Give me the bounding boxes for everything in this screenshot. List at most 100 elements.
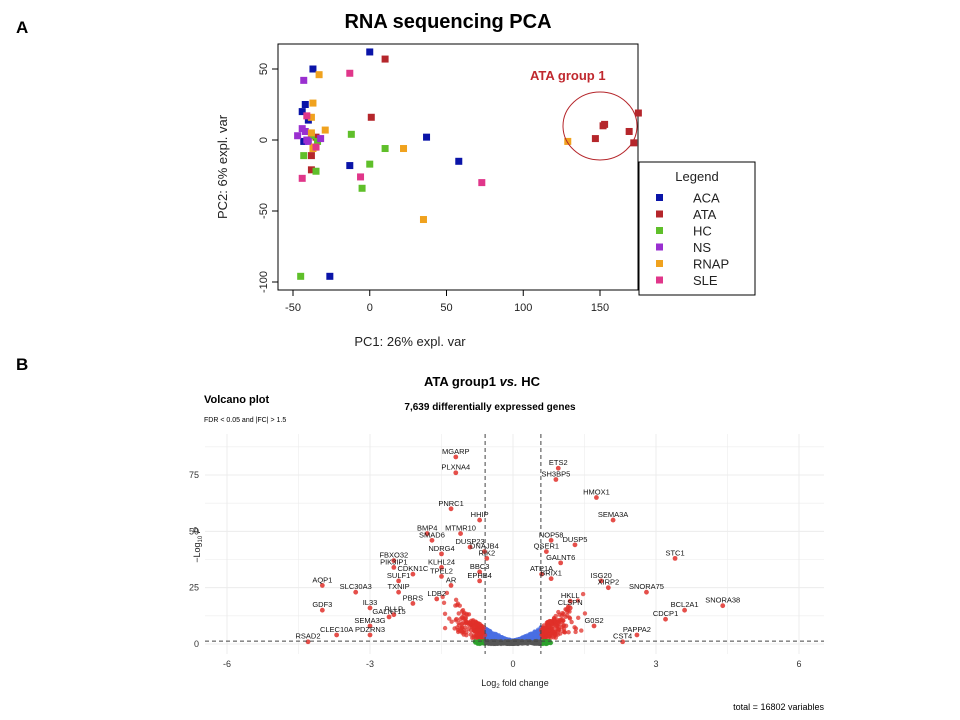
volcano-point-labeled bbox=[391, 558, 397, 564]
volcano-point-labeled bbox=[453, 454, 459, 460]
pca-point-aca bbox=[326, 272, 334, 280]
volcano-point-sig bbox=[582, 611, 588, 616]
pca-point-ns bbox=[301, 127, 309, 135]
volcano-point-labeled bbox=[439, 551, 444, 557]
gene-label: STC1 bbox=[665, 548, 684, 557]
pca-point-ata bbox=[625, 127, 633, 135]
volcano-point-sig bbox=[553, 623, 559, 629]
volcano-point-ns bbox=[537, 640, 542, 646]
volcano-point-sig bbox=[468, 632, 473, 637]
pca-y-tick-label: -50 bbox=[258, 203, 270, 219]
gene-label: BMP4 bbox=[417, 524, 437, 533]
legend-swatch-aca bbox=[656, 194, 663, 201]
pca-ylabel: PC2: 6% expl. var bbox=[215, 114, 230, 219]
gene-label: SH3BP5 bbox=[542, 470, 571, 479]
legend-label-rnap: RNAP bbox=[693, 257, 729, 272]
volcano-point-fc-only bbox=[545, 639, 551, 644]
volcano-point-sig bbox=[548, 619, 553, 625]
volcano-point-labeled bbox=[543, 549, 549, 555]
volcano-point-sig bbox=[440, 594, 445, 600]
volcano-point-labeled bbox=[410, 571, 416, 577]
volcano-point-labeled bbox=[448, 506, 454, 512]
pca-x-tick-label: -50 bbox=[285, 302, 301, 314]
gene-label: CST4 bbox=[613, 632, 632, 641]
gene-label: SEMA3A bbox=[598, 510, 628, 519]
volcano-point-sig bbox=[444, 590, 450, 596]
gene-label: CDCP1 bbox=[653, 609, 678, 618]
pca-point-aca bbox=[455, 157, 463, 165]
volcano-point-labeled bbox=[477, 517, 483, 523]
pca-point-rnap bbox=[315, 71, 323, 79]
gene-label: CLEC10A bbox=[320, 625, 353, 634]
volcano-point-sig bbox=[544, 629, 549, 634]
volcano-point-labeled bbox=[644, 589, 649, 595]
gene-label: MGARP bbox=[442, 447, 470, 456]
volcano-point-labeled bbox=[434, 596, 440, 602]
volcano-point-labeled bbox=[453, 470, 459, 476]
volcano-point-sig bbox=[569, 619, 574, 625]
volcano-point-labeled bbox=[424, 531, 430, 536]
volcano-point-sig bbox=[460, 608, 466, 613]
volcano-point-sig bbox=[467, 620, 473, 626]
volcano-point-sig bbox=[456, 620, 461, 626]
legend-label-hc: HC bbox=[693, 224, 712, 239]
pca-point-hc bbox=[300, 152, 308, 160]
volcano-point-sig bbox=[464, 630, 469, 635]
volcano-point-labeled bbox=[672, 555, 678, 561]
volcano-point-sig bbox=[449, 619, 454, 624]
volcano-point-sig bbox=[573, 629, 578, 635]
volcano-point-sig bbox=[442, 611, 448, 617]
volcano-point-sig bbox=[459, 622, 465, 627]
volcano-point-sig bbox=[459, 615, 465, 620]
volcano-point-sig bbox=[566, 630, 571, 635]
volcano-point-sig bbox=[471, 624, 476, 630]
volcano-header-title: ATA group1 vs. HC bbox=[424, 374, 541, 389]
gene-label: HHIP bbox=[471, 510, 489, 519]
volcano-point-sig bbox=[551, 615, 557, 621]
volcano-point-sig bbox=[575, 598, 581, 603]
volcano-point-sig bbox=[552, 619, 557, 625]
gene-label: BBC3 bbox=[470, 562, 490, 571]
volcano-point-labeled bbox=[558, 560, 564, 566]
volcano-point-sig bbox=[453, 597, 459, 602]
pca-point-aca bbox=[423, 133, 431, 141]
gene-label: RSAD2 bbox=[296, 632, 321, 641]
gene-label: HMOX1 bbox=[583, 488, 610, 497]
pca-point-sle bbox=[312, 143, 320, 151]
pca-point-ata bbox=[307, 166, 315, 174]
gene-label: RIK2 bbox=[478, 548, 495, 557]
volcano-point-sig bbox=[475, 621, 481, 627]
volcano-point-labeled bbox=[319, 607, 325, 613]
pca-point-ns bbox=[300, 76, 308, 84]
pca-x-tick-label: 0 bbox=[367, 302, 373, 314]
gene-label: TXNIP bbox=[388, 582, 410, 591]
volcano-point-sig bbox=[546, 624, 552, 629]
volcano-point-labeled bbox=[367, 605, 373, 611]
volcano-point-labeled bbox=[567, 598, 573, 604]
gene-label: PLLP bbox=[385, 605, 403, 614]
legend-swatch-rnap bbox=[656, 260, 663, 267]
pca-point-sle bbox=[478, 179, 486, 187]
gene-label: FBXO32 bbox=[379, 551, 408, 560]
volcano-point-labeled bbox=[439, 564, 444, 570]
volcano-point-sig bbox=[478, 630, 484, 636]
volcano-point-labeled bbox=[591, 623, 597, 629]
gene-label: SNORA38 bbox=[705, 596, 740, 605]
pca-title: RNA sequencing PCA bbox=[344, 11, 551, 33]
volcano-point-sig bbox=[553, 632, 559, 637]
pca-point-rnap bbox=[321, 126, 329, 134]
pca-point-ns bbox=[317, 135, 325, 143]
pca-plot-frame bbox=[277, 43, 639, 291]
panel-label-a: A bbox=[16, 18, 29, 37]
volcano-point-labeled bbox=[319, 583, 325, 588]
pca-annotation-circle bbox=[562, 91, 638, 161]
volcano-point-labeled bbox=[594, 495, 599, 500]
gene-label: XIRP2 bbox=[597, 578, 619, 587]
volcano-point-ns bbox=[487, 640, 492, 646]
ylabel-sub: 10 bbox=[198, 535, 204, 542]
volcano-point-labeled bbox=[391, 564, 397, 570]
gene-label: EPHB4 bbox=[467, 571, 492, 580]
pca-point-hc bbox=[347, 130, 355, 138]
volcano-point-sig bbox=[470, 618, 476, 623]
volcano-point-ns bbox=[501, 640, 506, 646]
